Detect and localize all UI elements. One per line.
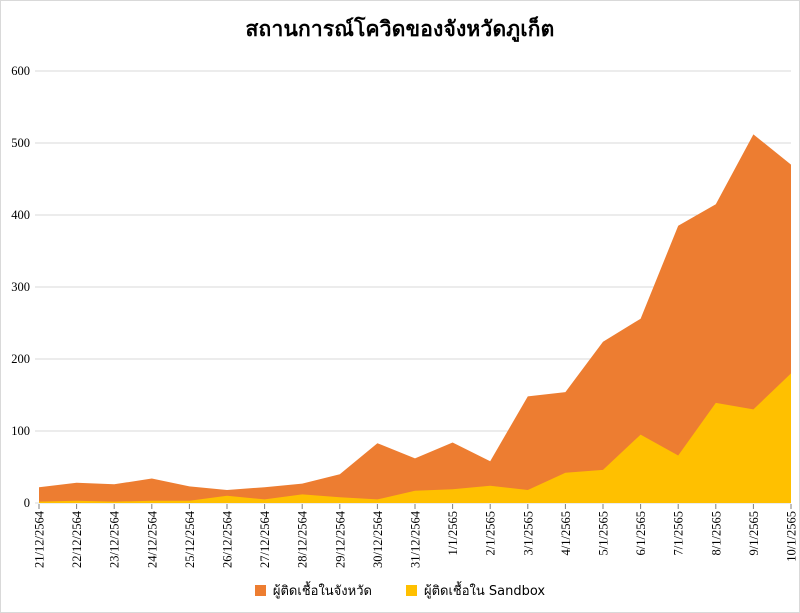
x-axis-tick-label: 28/12/2564 <box>296 510 310 568</box>
x-axis-tick-label: 7/1/2565 <box>672 511 686 555</box>
y-axis-tick-label: 0 <box>24 496 30 510</box>
x-axis-tick-label: 27/12/2564 <box>258 510 272 568</box>
x-axis-tick-label: 3/1/2565 <box>521 511 535 555</box>
x-axis-tick-label: 31/12/2564 <box>409 510 423 568</box>
x-axis-tick-label: 8/1/2565 <box>709 511 723 555</box>
x-axis-tick-label: 22/12/2564 <box>70 510 84 568</box>
legend-item-sandbox[interactable]: ผู้ติดเชื้อใน Sandbox <box>405 580 546 601</box>
series-area-0 <box>39 134 791 503</box>
x-axis-tick-label: 26/12/2564 <box>221 510 235 568</box>
chart-title: สถานการณ์โควิดของจังหวัดภูเก็ต <box>245 17 555 41</box>
y-axis-tick-label: 300 <box>11 280 30 294</box>
x-axis-tick-label: 23/12/2564 <box>108 510 122 568</box>
x-axis-tick-label: 1/1/2565 <box>446 511 460 555</box>
x-axis-tick-label: 2/1/2565 <box>484 511 498 555</box>
x-axis-tick-label: 9/1/2565 <box>747 511 761 555</box>
legend-swatch-sandbox-icon <box>405 585 417 596</box>
x-axis-tick-label: 29/12/2564 <box>333 510 347 568</box>
x-axis-tick-label: 5/1/2565 <box>597 511 611 555</box>
legend-label-sandbox: ผู้ติดเชื้อใน Sandbox <box>423 584 546 599</box>
x-axis-tick-label: 6/1/2565 <box>634 511 648 555</box>
series-area-1 <box>39 373 791 503</box>
y-axis-tick-label: 400 <box>11 208 30 222</box>
x-axis-tick-label: 24/12/2564 <box>145 510 159 568</box>
x-axis-tick-label: 25/12/2564 <box>183 510 197 568</box>
legend-item-province[interactable]: ผู้ติดเชื้อในจังหวัด <box>254 580 372 601</box>
y-axis-tick-label: 100 <box>11 424 30 438</box>
y-axis-tick-label: 200 <box>11 352 30 366</box>
x-axis-tick-label: 30/12/2564 <box>371 510 385 568</box>
legend-swatch-province-icon <box>254 585 266 596</box>
chart-legend: ผู้ติดเชื้อในจังหวัด ผู้ติดเชื้อใน Sandb… <box>1 580 799 601</box>
x-axis-tick-label: 10/1/2565 <box>785 511 799 562</box>
y-axis-tick-label: 500 <box>11 136 30 150</box>
legend-label-province: ผู้ติดเชื้อในจังหวัด <box>272 584 372 599</box>
y-axis-tick-label: 600 <box>11 64 30 78</box>
x-axis-tick-label: 4/1/2565 <box>559 511 573 555</box>
x-axis-tick-label: 21/12/2564 <box>33 510 47 568</box>
